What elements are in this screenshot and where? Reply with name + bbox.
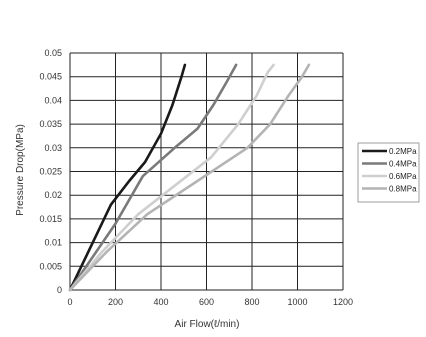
x-tick-label: 600	[199, 297, 214, 307]
y-tick-label: 0.045	[39, 72, 62, 82]
legend-label: 0.2MPa	[389, 147, 417, 156]
x-tick-label: 200	[108, 297, 123, 307]
legend-label: 0.8MPa	[389, 185, 417, 194]
legend-label: 0.6MPa	[389, 172, 417, 181]
x-tick-label: 800	[244, 297, 259, 307]
y-tick-label: 0.015	[39, 214, 62, 224]
y-tick-label: 0	[57, 285, 62, 295]
y-tick-label: 0.05	[44, 48, 62, 58]
series-line-0.2mpa	[68, 63, 187, 292]
series-lines	[68, 63, 311, 292]
x-tick-label: 1200	[333, 297, 353, 307]
series-line-0.8mpa	[68, 63, 311, 292]
y-tick-label: 0.02	[44, 190, 62, 200]
y-tick-label: 0.025	[39, 167, 62, 177]
y-tick-label: 0.035	[39, 119, 62, 129]
legend-label: 0.4MPa	[389, 160, 417, 169]
y-tick-label: 0.01	[44, 238, 62, 248]
x-tick-label: 400	[153, 297, 168, 307]
series-line-0.4mpa	[68, 63, 238, 292]
legend: 0.2MPa 0.4MPa 0.6MPa 0.8MPa	[357, 142, 420, 203]
y-axis-label: Pressure Drop(MPa)	[15, 124, 26, 216]
grid-lines	[69, 52, 344, 291]
x-tick-label: 0	[67, 297, 72, 307]
legend-box	[357, 142, 420, 203]
x-axis-label: Air Flow(ℓ/min)	[175, 319, 240, 330]
tick-labels: 0 200 400 600 800 1000 1200 0 0.005 0.01 0.015 0.02…	[39, 48, 353, 307]
y-tick-label: 0.04	[44, 95, 62, 105]
y-tick-label: 0.005	[39, 261, 62, 271]
x-tick-label: 1000	[287, 297, 307, 307]
y-tick-label: 0.03	[44, 143, 62, 153]
series-line-0.6mpa	[68, 63, 275, 292]
